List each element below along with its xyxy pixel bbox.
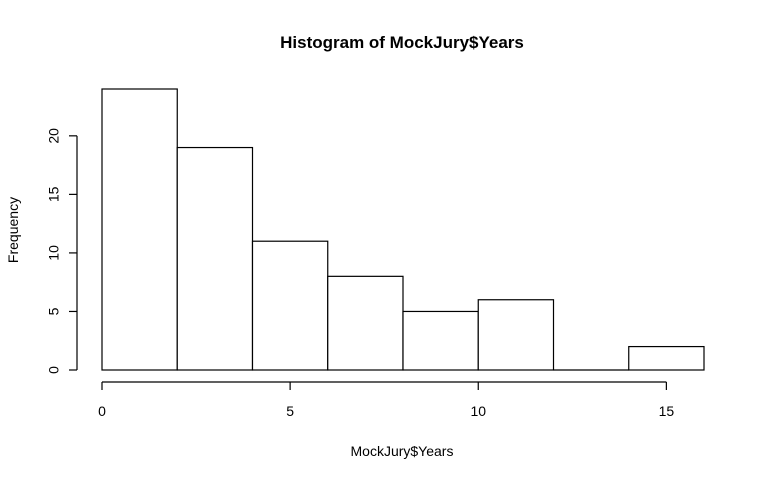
x-axis-label: MockJury$Years <box>351 443 454 459</box>
y-axis-label: Frequency <box>5 197 21 263</box>
y-tick-label-2: 10 <box>46 245 62 261</box>
y-tick-label-3: 15 <box>46 186 62 202</box>
histogram-bar-4 <box>402 310 479 371</box>
bars-layer <box>101 88 705 371</box>
x-tick-label-0: 0 <box>98 403 106 419</box>
histogram-bar-1 <box>176 146 254 371</box>
x-tick-label-3: 15 <box>659 403 675 419</box>
histogram-bar-2 <box>251 240 329 371</box>
histogram-bar-0 <box>101 88 178 371</box>
x-axis: 0 5 10 15 <box>98 381 675 419</box>
y-tick-label-4: 20 <box>46 128 62 144</box>
y-axis: 0 5 10 15 20 <box>46 128 78 374</box>
histogram-bar-3 <box>327 275 404 371</box>
histogram-bar-7 <box>628 345 705 371</box>
chart-title: Histogram of MockJury$Years <box>280 33 524 52</box>
histogram-bar-5 <box>477 299 555 371</box>
x-tick-label-2: 10 <box>470 403 486 419</box>
x-tick-label-1: 5 <box>286 403 294 419</box>
y-tick-label-0: 0 <box>46 366 62 374</box>
y-tick-label-1: 5 <box>46 307 62 315</box>
